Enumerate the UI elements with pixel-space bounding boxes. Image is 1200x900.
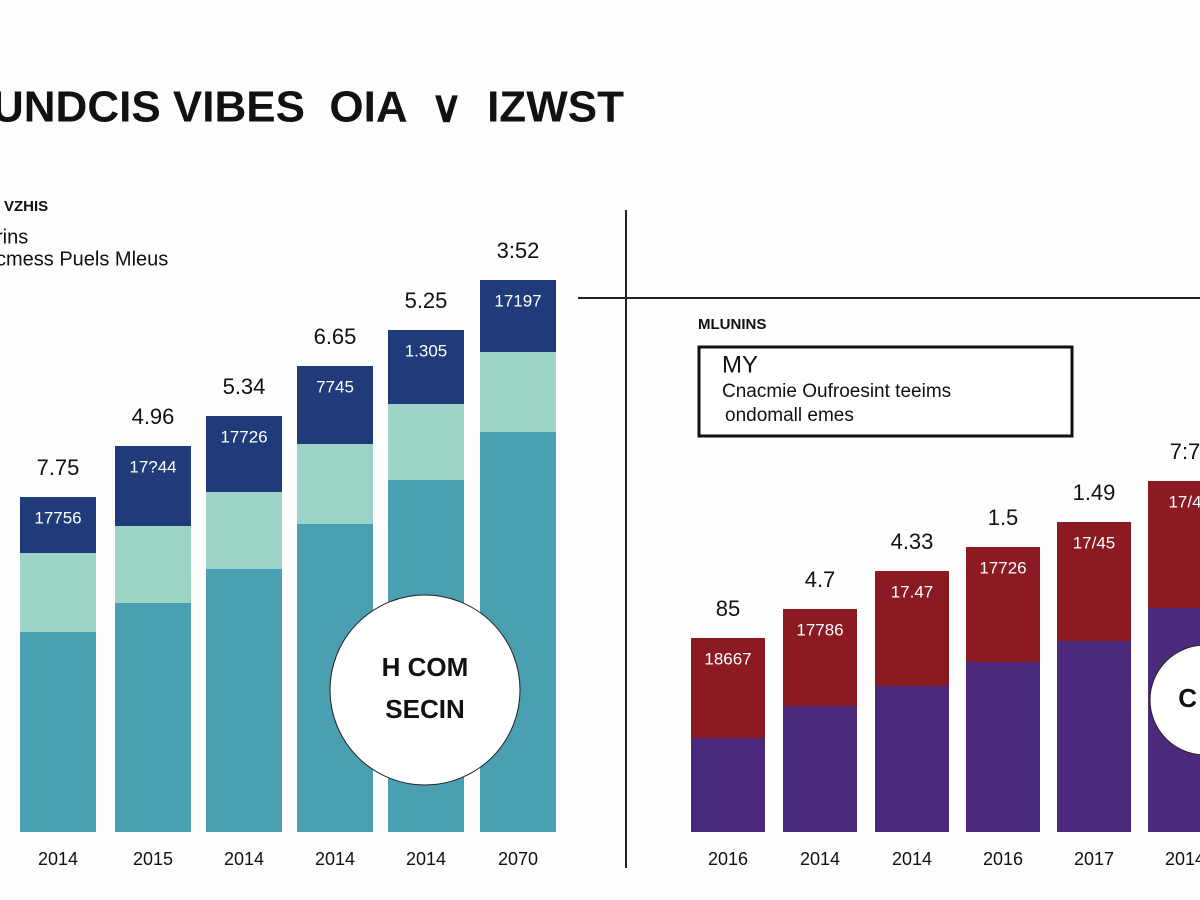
bar-segment xyxy=(783,706,857,832)
x-tick-label: 2016 xyxy=(983,849,1023,869)
bar-segment xyxy=(691,738,765,832)
total-label: 1.49 xyxy=(1073,480,1116,505)
total-label: 4.96 xyxy=(132,404,175,429)
bar-segment xyxy=(115,603,191,832)
bar-segment xyxy=(20,632,96,832)
chart-subtitle: cmess Puels Mleus xyxy=(0,248,168,270)
x-tick-label: 2015 xyxy=(133,849,173,869)
segment-label: 17756 xyxy=(34,508,81,527)
x-tick-label: 2014 xyxy=(892,849,932,869)
note-text: ondomall emes xyxy=(725,405,854,426)
total-label: 85 xyxy=(716,596,740,621)
bar-segment xyxy=(875,571,949,686)
x-tick-label: 2014 xyxy=(1165,849,1200,869)
bar-segment xyxy=(206,569,282,832)
segment-label: 18667 xyxy=(704,649,751,668)
bar-segment xyxy=(966,547,1040,662)
bar-segment xyxy=(115,526,191,603)
bar-segment xyxy=(875,686,949,832)
total-label: 5.34 xyxy=(223,374,266,399)
segment-label: 1.305 xyxy=(405,341,448,360)
x-tick-label: 2014 xyxy=(800,849,840,869)
bar-segment xyxy=(20,497,96,553)
segment-label: 17/4 xyxy=(1168,492,1200,511)
callout-circle xyxy=(329,594,521,786)
note-box xyxy=(697,345,1074,438)
segment-label: 17?44 xyxy=(129,457,176,476)
x-tick-label: 2014 xyxy=(406,849,446,869)
bar-segment xyxy=(480,352,556,432)
bar-segment xyxy=(480,280,556,352)
bar-segment xyxy=(691,638,765,738)
callout-text: SECIN xyxy=(385,694,464,724)
total-label: 4.7 xyxy=(805,567,836,592)
callout-text: C xyxy=(1178,683,1197,713)
note-text: Cnacmie Oufroesint teeims xyxy=(722,381,951,402)
bar-segment xyxy=(115,446,191,526)
page-title: UNDCIS VIBES OIA ∨ IZWST xyxy=(0,83,624,132)
total-label: 7:7 xyxy=(1170,439,1200,464)
x-tick-label: 2070 xyxy=(498,849,538,869)
chart-label: VZHIS xyxy=(4,198,48,215)
bar-segment xyxy=(297,444,373,524)
bar-segment xyxy=(388,330,464,404)
bar-segment xyxy=(1148,481,1200,608)
bar-segment xyxy=(966,662,1040,832)
bar-segment xyxy=(206,416,282,492)
bar-segment xyxy=(20,553,96,632)
segment-label: 7745 xyxy=(316,377,354,396)
total-label: 7.75 xyxy=(37,455,80,480)
total-label: 1.5 xyxy=(988,505,1019,530)
segment-label: 17786 xyxy=(796,620,843,639)
segment-label: 17197 xyxy=(494,291,541,310)
segment-label: 17726 xyxy=(220,427,267,446)
callout-circle xyxy=(1149,644,1200,756)
bar-segment xyxy=(388,404,464,480)
bar-segment xyxy=(1057,641,1131,832)
chart-subtitle: rins xyxy=(0,226,28,248)
segment-label: 17726 xyxy=(979,558,1026,577)
segment-label: 17.47 xyxy=(891,582,934,601)
bar-segment xyxy=(783,609,857,706)
bar-segment xyxy=(206,492,282,569)
total-label: 4.33 xyxy=(891,529,934,554)
x-tick-label: 2014 xyxy=(38,849,78,869)
bar-segment xyxy=(1057,522,1131,641)
segment-label: 17/45 xyxy=(1073,533,1116,552)
x-tick-label: 2017 xyxy=(1074,849,1114,869)
x-tick-label: 2014 xyxy=(315,849,355,869)
note-heading: MY xyxy=(722,351,758,378)
bar-segment xyxy=(297,366,373,444)
chart-label: MLUNINS xyxy=(698,316,766,333)
total-label: 3:52 xyxy=(497,238,540,263)
x-tick-label: 2014 xyxy=(224,849,264,869)
total-label: 6.65 xyxy=(314,324,357,349)
total-label: 5.25 xyxy=(405,288,448,313)
x-tick-label: 2016 xyxy=(708,849,748,869)
callout-text: H COM xyxy=(382,652,469,682)
